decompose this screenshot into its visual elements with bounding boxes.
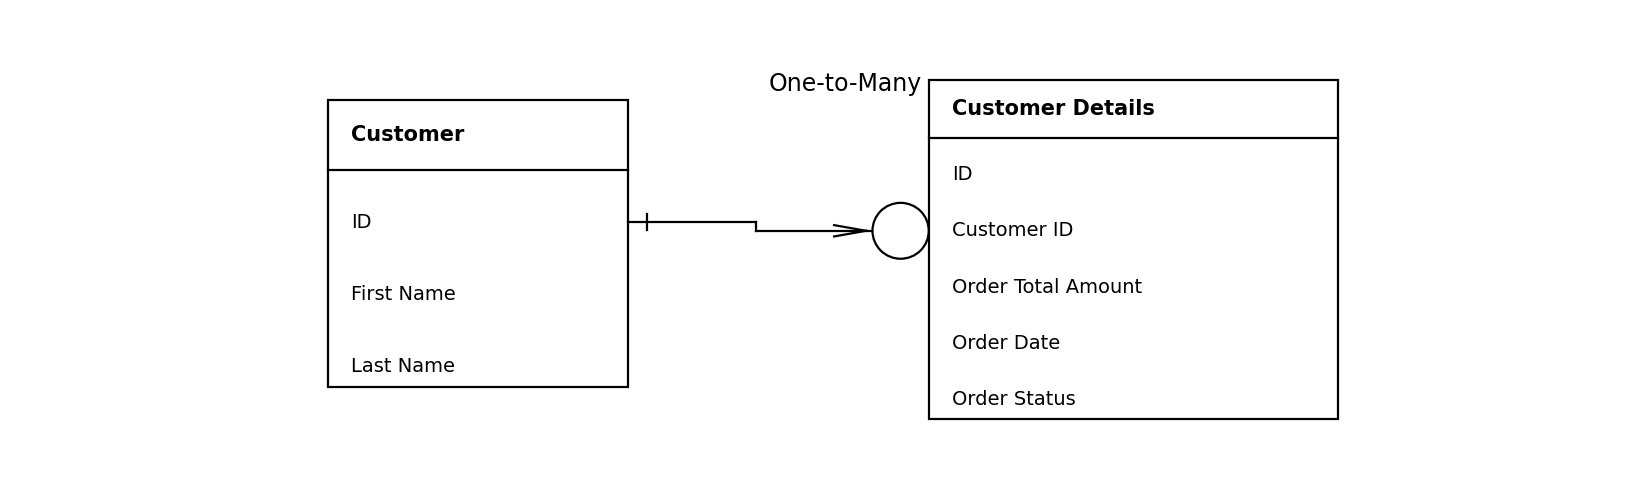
Text: First Name: First Name (351, 285, 455, 304)
Text: ID: ID (952, 165, 972, 184)
Text: Order Total Amount: Order Total Amount (952, 277, 1142, 296)
Text: Order Date: Order Date (952, 334, 1059, 353)
Text: Customer: Customer (351, 125, 464, 145)
Text: ID: ID (351, 213, 371, 232)
Text: Customer Details: Customer Details (952, 99, 1155, 119)
Text: One-to-Many: One-to-Many (769, 72, 922, 96)
Bar (328, 100, 629, 387)
Text: Order Status: Order Status (952, 390, 1076, 409)
Bar (929, 79, 1338, 419)
Text: Customer ID: Customer ID (952, 221, 1072, 240)
Text: Last Name: Last Name (351, 357, 455, 376)
